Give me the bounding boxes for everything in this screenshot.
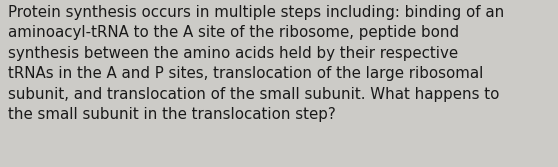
Text: Protein synthesis occurs in multiple steps including: binding of an
aminoacyl-tR: Protein synthesis occurs in multiple ste… <box>8 5 504 122</box>
